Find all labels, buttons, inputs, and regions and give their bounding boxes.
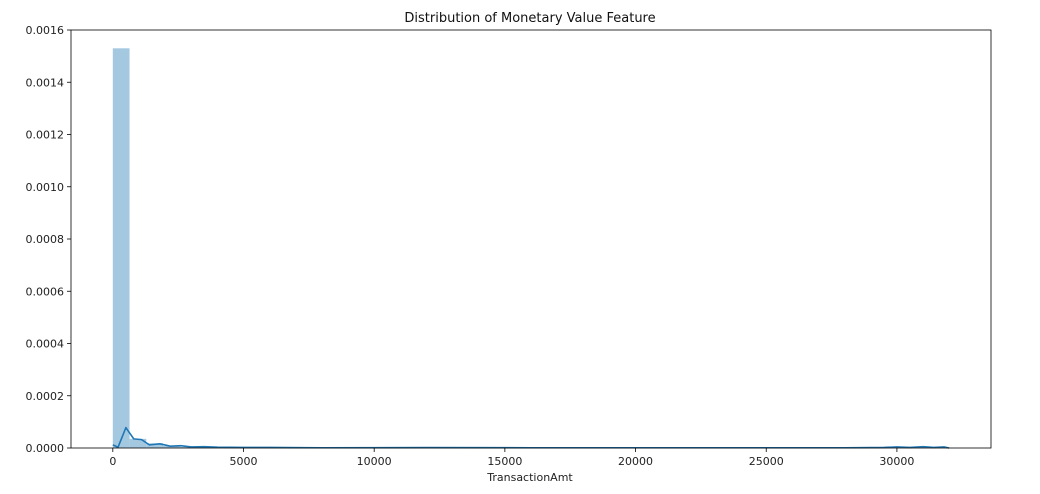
chart-title: Distribution of Monetary Value Feature bbox=[404, 11, 655, 26]
y-tick-label-1: 0.0002 bbox=[26, 390, 65, 403]
y-tick-label-8: 0.0016 bbox=[26, 24, 65, 37]
histogram-bar-0 bbox=[112, 48, 130, 448]
x-axis-title: TransactionAmt bbox=[486, 471, 573, 484]
x-tick-label-1: 5000 bbox=[230, 455, 258, 468]
y-tick-label-2: 0.0004 bbox=[26, 338, 65, 351]
plot-area bbox=[70, 29, 992, 449]
y-tick-label-0: 0.0000 bbox=[26, 442, 65, 455]
histogram-bar-2 bbox=[146, 443, 163, 448]
x-tick-label-6: 30000 bbox=[879, 455, 914, 468]
y-axis: 0.0000 0.0002 0.0004 0.0006 0.0008 0.0010 0.00… bbox=[26, 24, 71, 455]
plot-frame bbox=[70, 29, 992, 449]
y-tick-label-6: 0.0012 bbox=[26, 129, 65, 142]
x-tick-label-2: 10000 bbox=[357, 455, 392, 468]
y-tick-label-3: 0.0006 bbox=[26, 285, 65, 298]
histogram-bar-1 bbox=[129, 438, 147, 448]
y-tick-label-4: 0.0008 bbox=[26, 233, 65, 246]
histogram-bar-4 bbox=[179, 446, 197, 448]
histogram-bar-3 bbox=[163, 445, 180, 448]
x-tick-label-4: 20000 bbox=[618, 455, 653, 468]
kde-line bbox=[112, 426, 950, 449]
x-axis: 0 5000 10000 15000 20000 25000 30000 bbox=[109, 448, 914, 468]
x-tick-label-3: 15000 bbox=[487, 455, 522, 468]
y-tick-label-7: 0.0014 bbox=[26, 76, 65, 89]
x-tick-label-0: 0 bbox=[109, 455, 116, 468]
y-tick-label-5: 0.0010 bbox=[26, 181, 65, 194]
x-tick-label-5: 25000 bbox=[749, 455, 784, 468]
